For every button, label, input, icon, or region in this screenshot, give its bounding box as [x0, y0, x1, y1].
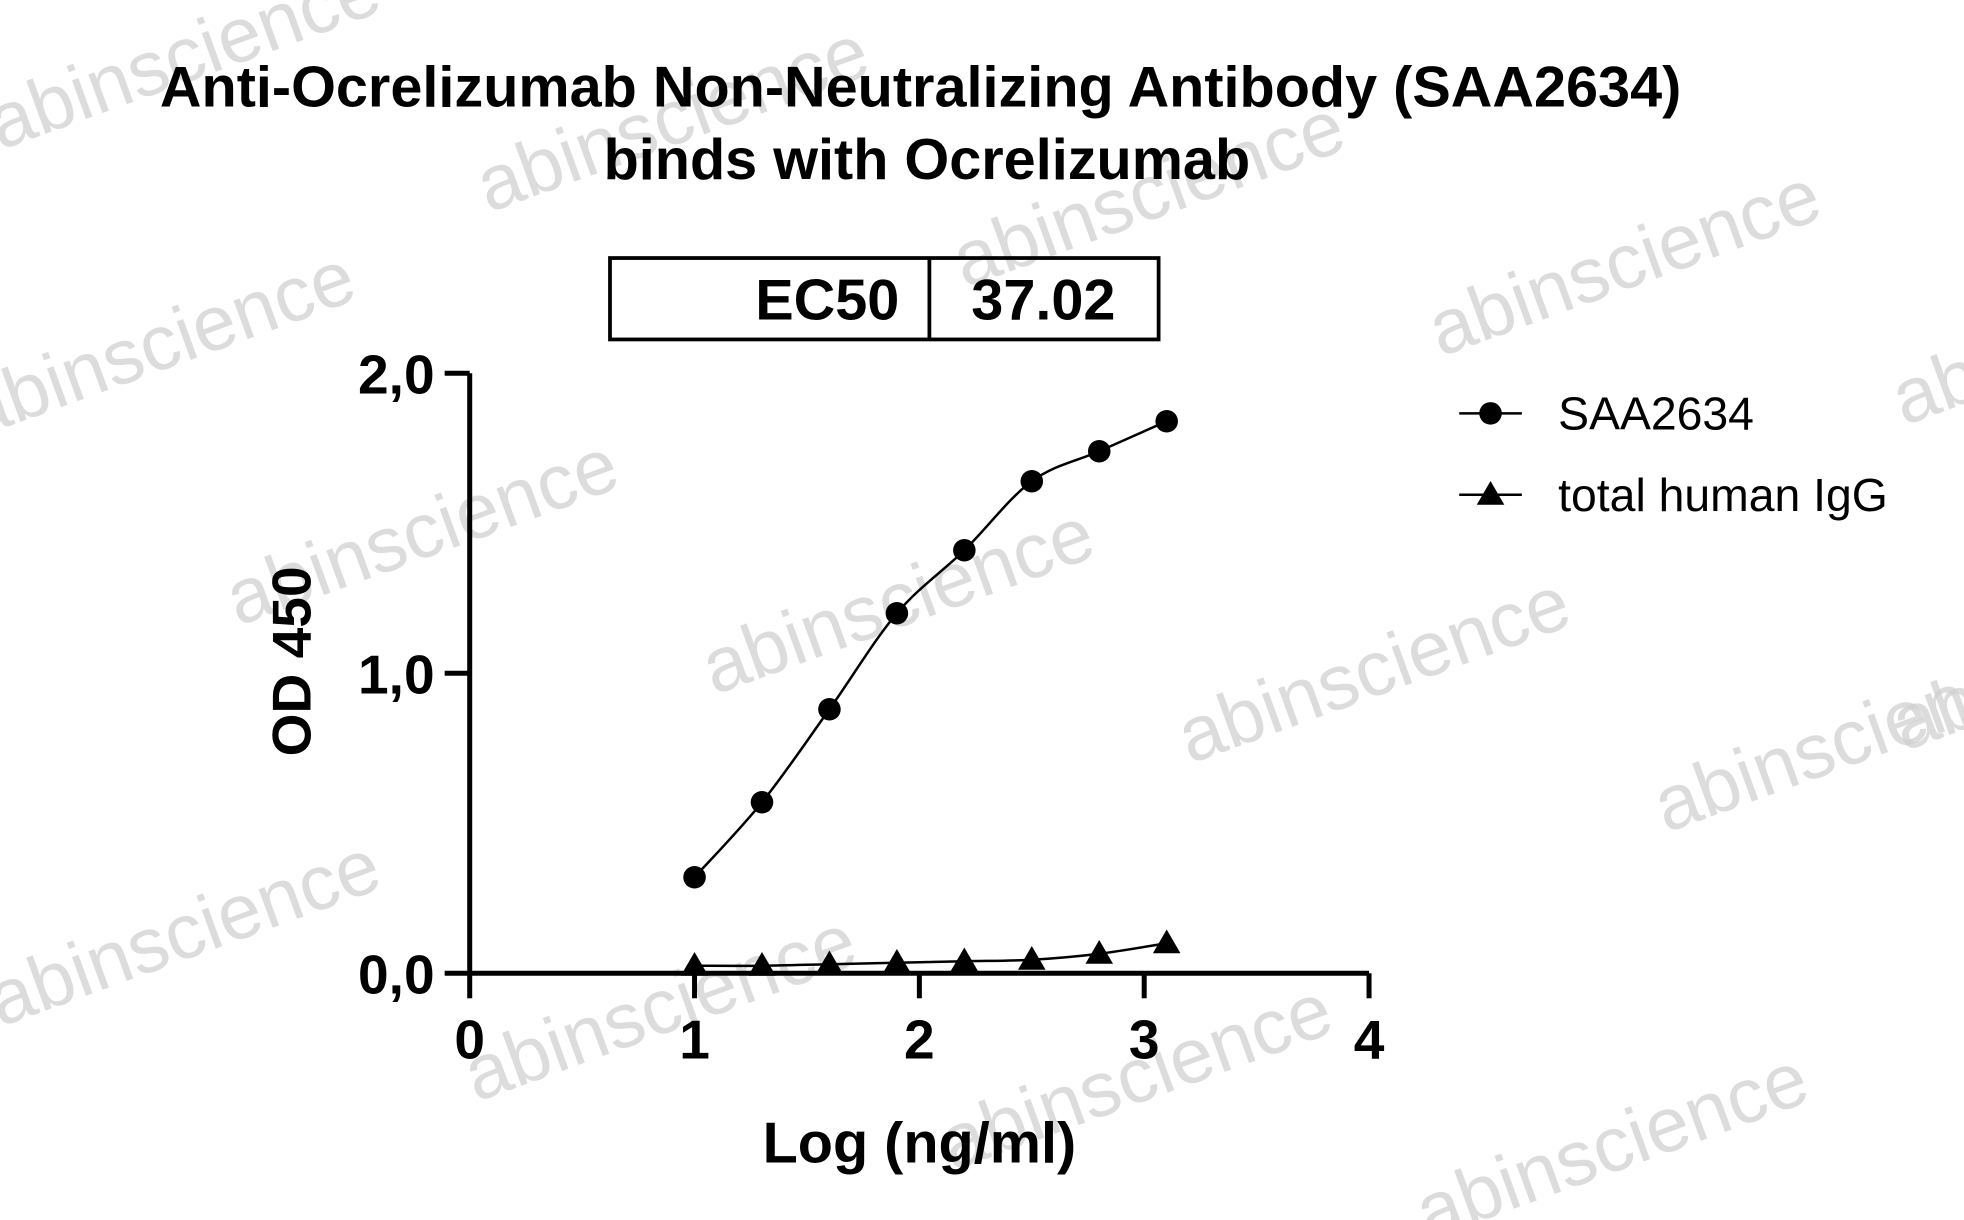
legend-label: SAA2634	[1558, 388, 1754, 440]
watermark: abinscience	[0, 233, 366, 454]
watermark: abinscience	[452, 897, 867, 1118]
x-tick-label: 4	[1354, 1008, 1385, 1070]
x-tick-label: 2	[904, 1008, 935, 1070]
watermark: abinscience	[1417, 152, 1832, 373]
data-point	[1152, 929, 1181, 954]
x-tick-label: 1	[679, 1008, 710, 1070]
chart-title: Anti-Ocrelizumab Non-Neutralizing Antibo…	[160, 55, 1681, 119]
data-point	[885, 601, 909, 625]
watermark: abinscience	[1880, 221, 1964, 442]
ec50-value: 37.02	[971, 268, 1115, 332]
data-point	[1085, 939, 1114, 964]
watermark: abinscience	[0, 822, 391, 1043]
watermark: abinscience	[690, 490, 1105, 711]
y-tick-label: 1,0	[358, 643, 435, 705]
data-point	[750, 790, 774, 814]
data-point	[950, 947, 979, 972]
data-point	[1020, 469, 1044, 493]
ec50-header: EC50	[755, 268, 899, 332]
watermark: abinscience	[1166, 559, 1581, 780]
legend-label: total human IgG	[1558, 469, 1888, 521]
data-point	[818, 697, 841, 721]
data-point	[680, 951, 709, 976]
data-point	[1155, 409, 1178, 433]
legend-marker	[1476, 480, 1505, 505]
data-point	[953, 538, 976, 562]
x-axis-label: Log (ng/ml)	[763, 1111, 1077, 1175]
data-point	[1087, 439, 1111, 463]
x-tick-label: 3	[1129, 1008, 1160, 1070]
x-tick-label: 0	[454, 1008, 485, 1070]
data-point	[815, 950, 844, 975]
legend-marker	[1479, 402, 1502, 425]
data-point	[883, 948, 911, 973]
y-tick-label: 2,0	[358, 343, 435, 405]
watermark: abinscience	[1404, 1035, 1819, 1220]
data-point	[748, 951, 776, 976]
chart-subtitle: binds with Ocrelizumab	[604, 128, 1251, 192]
ec50-box	[608, 256, 1161, 342]
y-axis-label: OD 450	[261, 566, 323, 756]
data-point	[1018, 945, 1046, 970]
y-tick-label: 0,0	[358, 943, 435, 1005]
data-point	[683, 865, 706, 889]
